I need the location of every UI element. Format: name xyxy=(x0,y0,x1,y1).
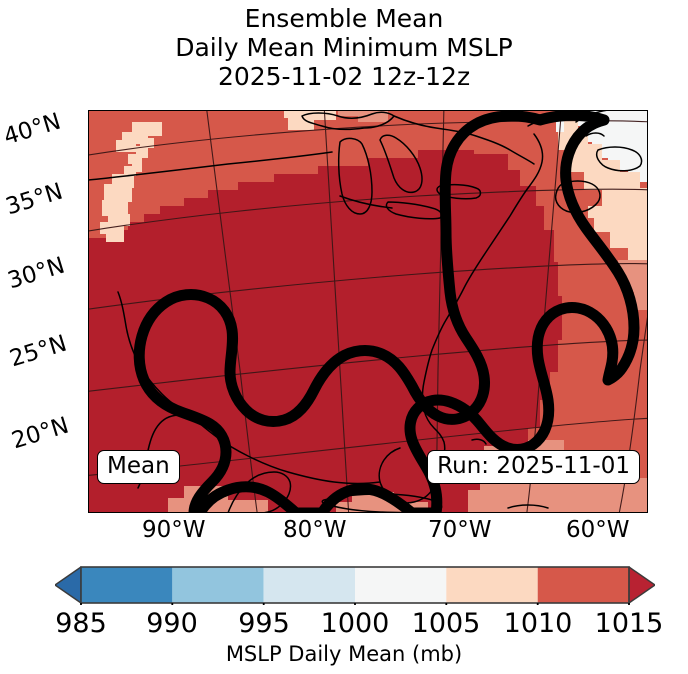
colorbar-tick-1010: 1010 xyxy=(503,608,573,639)
colorbar-tick-990: 990 xyxy=(146,608,198,639)
colorbar-band-1000-1005 xyxy=(355,567,447,603)
lon-tick-label-60w: 60°W xyxy=(566,517,630,543)
colorbar-gradient[interactable] xyxy=(54,565,656,611)
map-raster-and-vectors xyxy=(88,110,648,513)
lat-tick-label-30n: 30°N xyxy=(4,252,68,295)
page-title: Ensemble Mean Daily Mean Minimum MSLP 20… xyxy=(0,4,688,91)
lat-tick-label-40n: 40°N xyxy=(0,108,64,151)
run-date-annotation-box: Run: 2025-11-01 xyxy=(427,450,640,484)
lat-tick-label-35n: 35°N xyxy=(2,178,66,221)
bold-mslp-contour xyxy=(133,110,640,513)
lon-tick-label-90w: 90°W xyxy=(142,517,206,543)
colorbar-svg xyxy=(54,566,656,611)
lon-tick-label-70w: 70°W xyxy=(428,517,492,543)
map-plot-area[interactable]: Mean Run: 2025-11-01 xyxy=(88,110,648,513)
colorbar-extend-low xyxy=(54,566,82,604)
colorbar-band-1005-1010 xyxy=(446,567,538,603)
title-line-3: 2025-11-02 12z-12z xyxy=(217,62,471,91)
colorbar-axis-label: MSLP Daily Mean (mb) xyxy=(225,642,463,666)
colorbar-band-985-990 xyxy=(81,567,173,603)
title-line-2: Daily Mean Minimum MSLP xyxy=(175,33,513,62)
colorbar-extend-high xyxy=(628,566,656,604)
colorbar-tick-985: 985 xyxy=(55,608,107,639)
colorbar-band-990-995 xyxy=(172,567,264,603)
colorbar-tick-1005: 1005 xyxy=(411,608,481,639)
colorbar: 985 990 995 1000 1005 1010 1015 MSLP Dai… xyxy=(0,560,688,674)
colorbar-tick-labels: 985 990 995 1000 1005 1010 1015 xyxy=(0,608,688,639)
lat-tick-label-25n: 25°N xyxy=(6,330,70,373)
colorbar-tick-1015: 1015 xyxy=(594,608,664,639)
colorbar-band-1010-1015 xyxy=(537,567,630,603)
colorbar-band-995-1000 xyxy=(263,567,356,603)
lat-tick-label-20n: 20°N xyxy=(8,412,72,455)
lon-tick-label-80w: 80°W xyxy=(283,517,347,543)
title-line-1: Ensemble Mean xyxy=(244,4,444,33)
mean-annotation-box: Mean xyxy=(97,450,180,484)
colorbar-tick-1000: 1000 xyxy=(320,608,390,639)
colorbar-tick-995: 995 xyxy=(238,608,290,639)
